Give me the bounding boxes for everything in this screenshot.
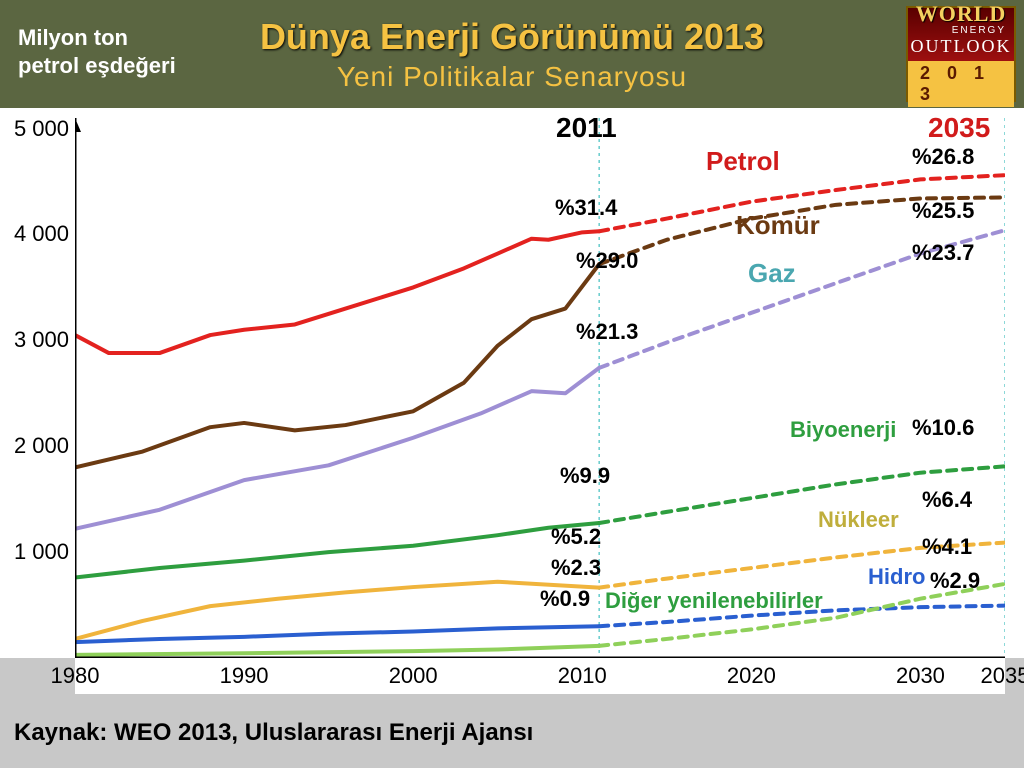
- pct-label-2011: %2.3: [551, 555, 601, 581]
- y-tick-label: 4 000: [9, 221, 69, 247]
- year-marker: 2011: [556, 112, 617, 144]
- x-axis-strip: [75, 658, 1005, 694]
- y-unit-line1: Milyon ton: [18, 25, 128, 50]
- pct-label-2011: %29.0: [576, 248, 638, 274]
- chart-subtitle: Yeni Politikalar Senaryosu: [260, 59, 764, 94]
- year-marker: 2035: [928, 112, 990, 144]
- plot-area: [75, 118, 1005, 658]
- plot-svg: [75, 118, 1005, 658]
- x-tick-label: 2035: [981, 663, 1024, 689]
- x-tick-label: 2020: [727, 663, 776, 689]
- y-tick-label: 2 000: [9, 433, 69, 459]
- logo-outlook: OUTLOOK: [911, 36, 1012, 57]
- footer-bar: Kaynak: WEO 2013, Uluslararası Enerji Aj…: [0, 698, 1024, 768]
- pct-label-2011: %5.2: [551, 524, 601, 550]
- series-label: Petrol: [706, 146, 780, 177]
- pct-label-2011: %21.3: [576, 319, 638, 345]
- weo-logo: WORLD ENERGY OUTLOOK 2 0 1 3: [906, 6, 1016, 102]
- y-tick-label: 1 000: [9, 539, 69, 565]
- pct-label-2011: %0.9: [540, 586, 590, 612]
- y-axis-unit: Milyon ton petrol eşdeğeri: [18, 24, 178, 79]
- y-tick-label: 5 000: [9, 116, 69, 142]
- pct-label-2011: %31.4: [555, 195, 617, 221]
- logo-energy: ENERGY: [952, 25, 1006, 36]
- pct-label-2035: %6.4: [922, 487, 972, 513]
- x-tick-label: 1990: [220, 663, 269, 689]
- logo-world: WORLD: [916, 1, 1007, 27]
- chart-title: Dünya Enerji Görünümü 2013: [260, 14, 764, 59]
- pct-label-2035: %4.1: [922, 534, 972, 560]
- y-tick-label: 3 000: [9, 327, 69, 353]
- series-label: Biyoenerji: [790, 417, 896, 443]
- pct-label-2035: %25.5: [912, 198, 974, 224]
- series-label: Diğer yenilenebilirler: [605, 588, 823, 614]
- pct-label-2035: %26.8: [912, 144, 974, 170]
- title-block: Dünya Enerji Görünümü 2013 Yeni Politika…: [260, 14, 764, 94]
- source-caption: Kaynak: WEO 2013, Uluslararası Enerji Aj…: [14, 719, 533, 747]
- y-unit-line2: petrol eşdeğeri: [18, 53, 176, 78]
- chart-area: 1 000 2 000 3 000 4 000 5 000 1980 1990 2000 20…: [0, 108, 1024, 698]
- pct-label-2035: %23.7: [912, 240, 974, 266]
- x-tick-label: 2030: [896, 663, 945, 689]
- x-tick-label: 1980: [51, 663, 100, 689]
- series-label: Gaz: [748, 258, 796, 289]
- pct-label-2011: %9.9: [560, 463, 610, 489]
- x-tick-label: 2010: [558, 663, 607, 689]
- x-tick-label: 2000: [389, 663, 438, 689]
- pct-label-2035: %2.9: [930, 568, 980, 594]
- series-label: Nükleer: [818, 507, 899, 533]
- header-bar: Milyon ton petrol eşdeğeri Dünya Enerji …: [0, 0, 1024, 108]
- series-label: Kömür: [736, 210, 820, 241]
- pct-label-2035: %10.6: [912, 415, 974, 441]
- series-label: Hidro: [868, 564, 925, 590]
- logo-year: 2 0 1 3: [908, 61, 1014, 107]
